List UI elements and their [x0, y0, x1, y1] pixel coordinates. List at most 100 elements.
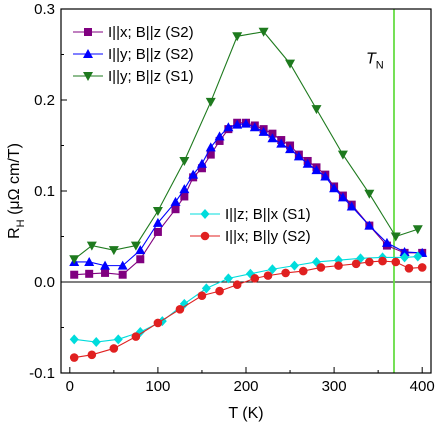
data-point	[289, 260, 299, 271]
y-tick-label: -0.1	[29, 365, 55, 382]
legend-label: I||y; B||z (S2)	[108, 46, 194, 63]
legend-marker	[84, 28, 92, 36]
data-point	[337, 192, 348, 202]
legend-label: I||y; B||z (S1)	[108, 68, 194, 85]
data-point	[281, 268, 290, 278]
data-point	[241, 118, 251, 128]
data-point	[413, 251, 423, 262]
legend-marker	[200, 209, 210, 219]
data-point	[175, 305, 185, 314]
data-point	[170, 196, 181, 206]
data-point	[69, 255, 80, 265]
x-tick-label: 400	[410, 378, 435, 395]
data-point	[136, 255, 145, 264]
data-point	[249, 122, 260, 132]
data-point	[316, 263, 326, 272]
data-point	[117, 260, 128, 270]
data-point	[267, 133, 278, 143]
data-point	[84, 256, 95, 266]
data-point	[179, 156, 190, 166]
data-point	[153, 318, 163, 328]
data-point	[152, 217, 163, 227]
data-point	[399, 246, 410, 256]
series-3	[69, 27, 423, 265]
data-point	[293, 151, 304, 161]
legend-label: I||z; B||x (S1)	[225, 206, 311, 223]
data-point	[298, 266, 308, 276]
data-point	[188, 169, 199, 179]
data-point	[214, 131, 225, 141]
y-tick-label: 0.2	[34, 92, 55, 109]
data-point	[197, 164, 206, 173]
data-point	[311, 105, 322, 115]
data-point	[417, 263, 427, 272]
data-point	[152, 207, 163, 217]
data-point	[404, 264, 414, 273]
data-point	[113, 334, 123, 345]
data-point	[263, 271, 273, 280]
data-point	[334, 261, 343, 270]
y-tick-label: 0.0	[34, 274, 55, 291]
data-point	[412, 225, 423, 235]
data-point	[205, 97, 216, 107]
data-point	[85, 269, 94, 278]
x-tick-label: 100	[145, 378, 170, 395]
data-point	[197, 291, 207, 300]
x-tick-label: 0	[66, 378, 74, 395]
y-axis-label: RH (μΩ cm/T)	[6, 143, 27, 239]
data-point	[276, 138, 287, 148]
legend-label: I||x; B||z (S2)	[108, 24, 194, 41]
data-point	[100, 260, 111, 270]
data-point	[351, 259, 361, 269]
series-line	[74, 122, 423, 276]
data-point	[131, 332, 141, 341]
legend-label: I||x; B||y (S2)	[225, 228, 311, 245]
data-point	[135, 245, 146, 255]
data-point	[108, 246, 119, 256]
y-tick-label: 0.3	[34, 1, 55, 18]
data-point	[337, 150, 348, 160]
data-point	[285, 144, 296, 154]
legend-marker	[83, 72, 93, 81]
x-axis-label: T (K)	[228, 405, 263, 422]
data-point	[215, 136, 224, 145]
data-point	[320, 171, 331, 181]
data-point	[223, 273, 233, 284]
data-point	[91, 337, 101, 348]
data-point	[201, 283, 211, 294]
data-point	[390, 232, 401, 242]
data-point	[70, 270, 79, 279]
tn-label: TN	[366, 51, 384, 72]
data-point	[69, 334, 79, 345]
x-tick-label: 200	[233, 378, 258, 395]
data-point	[267, 264, 277, 275]
data-point	[130, 241, 141, 251]
y-tick-label: 0.1	[34, 183, 55, 200]
legend-marker	[83, 49, 93, 58]
data-point	[153, 227, 162, 236]
data-point	[285, 59, 296, 69]
data-point	[215, 286, 224, 296]
data-point	[250, 274, 260, 283]
data-point	[378, 256, 387, 266]
data-point	[196, 158, 207, 168]
data-point	[223, 122, 234, 132]
data-point	[179, 184, 190, 194]
data-point	[365, 257, 374, 267]
data-point	[381, 237, 392, 247]
data-point	[329, 183, 340, 193]
legend-top-left: I||x; B||z (S2) I||y; B||z (S2) I||y; B||z…	[73, 24, 194, 85]
data-point	[87, 350, 97, 360]
data-point	[311, 165, 322, 175]
data-point	[258, 27, 269, 37]
data-point	[364, 189, 375, 199]
data-point	[171, 205, 180, 214]
data-point	[302, 158, 313, 168]
data-point	[180, 192, 189, 201]
data-point	[391, 257, 401, 267]
data-point	[232, 280, 242, 290]
data-point	[118, 270, 127, 279]
series-2	[69, 118, 428, 270]
legend-center-right: I||z; B||x (S1) I||x; B||y (S2)	[190, 206, 311, 245]
